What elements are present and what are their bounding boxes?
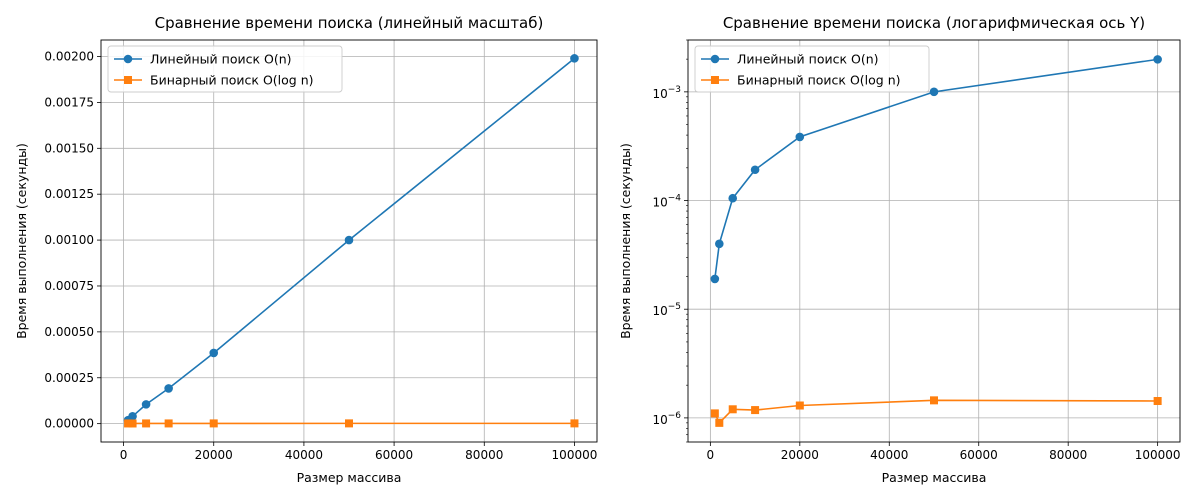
linear-legend: Линейный поиск O(n) Бинарный поиск O(log … <box>107 45 343 93</box>
linear-binary-search-point <box>209 419 218 428</box>
log-linear-search-point <box>715 239 724 249</box>
linear-chart-title: Сравнение времени поиска (линейный масшт… <box>155 14 544 32</box>
linear-y-tick-label: 0.00075 <box>44 279 94 293</box>
log-binary-search-point <box>930 396 938 405</box>
linear-chart: 0 20000 40000 60000 80000 100000 0.00000 0.0002… <box>14 14 598 485</box>
linear-legend-box <box>107 45 343 93</box>
log-y-axis-label: Время выполнения (секунды) <box>618 143 633 339</box>
linear-y-tick-label: 0.00200 <box>44 50 94 64</box>
log-binary-search-point <box>715 418 724 427</box>
log-legend-linear-search-marker <box>710 54 720 64</box>
linear-linear-search-point <box>164 384 173 393</box>
log-linear-search-point <box>1153 55 1162 64</box>
linear-x-axis-label: Размер массива <box>297 470 402 485</box>
log-x-tick-label: 0 <box>707 448 715 462</box>
log-y-tick-label: 10−5 <box>652 302 681 318</box>
log-legend-linear-search-label: Линейный поиск O(n) <box>737 52 879 67</box>
linear-y-tick-label: 0.00100 <box>44 233 94 247</box>
linear-y-tick-label: 0.00150 <box>44 141 94 155</box>
linear-binary-search-point <box>128 419 137 428</box>
log-linear-search-point <box>728 193 738 203</box>
linear-linear-search-point <box>570 54 579 63</box>
log-chart-title: Сравнение времени поиска (логарифмическа… <box>723 14 1145 32</box>
log-legend-box <box>694 45 930 93</box>
linear-y-tick-label: 0.00000 <box>44 417 94 431</box>
log-x-tick-label: 40000 <box>870 448 908 462</box>
linear-x-tick-label: 0 <box>120 448 128 462</box>
log-binary-search-point <box>751 406 760 415</box>
linear-linear-search-point <box>128 412 137 421</box>
linear-binary-search-point <box>345 419 353 428</box>
log-binary-search-point <box>1153 397 1162 406</box>
linear-y-tick-label: 0.00175 <box>44 95 94 109</box>
linear-x-tick-label: 100000 <box>552 448 598 462</box>
log-legend-binary-search-marker <box>711 76 719 84</box>
linear-legend-linear-search-label: Линейный поиск O(n) <box>150 52 292 67</box>
linear-binary-search-point <box>570 419 579 428</box>
linear-y-tick-label: 0.00125 <box>44 187 94 201</box>
linear-legend-binary-search-marker <box>124 76 132 84</box>
log-x-tick-label: 80000 <box>1049 448 1087 462</box>
linear-y-tick-label: 0.00025 <box>44 371 94 385</box>
log-x-axis-label: Размер массива <box>882 470 987 485</box>
log-linear-search-point <box>929 87 939 97</box>
linear-binary-search-point <box>142 419 151 428</box>
log-axes-frame <box>687 39 1181 443</box>
log-chart: 0 20000 40000 60000 80000 100000 10−6 10−5 10−4 1… <box>618 14 1181 485</box>
linear-x-tick-label: 20000 <box>195 448 233 462</box>
linear-linear-search-point <box>141 400 151 409</box>
linear-legend-linear-search-marker <box>123 54 133 64</box>
log-x-tick-label: 60000 <box>960 448 998 462</box>
log-y-tick-label: 10−3 <box>652 85 681 101</box>
log-legend-binary-search-label: Бинарный поиск O(log n) <box>737 73 901 88</box>
linear-binary-search-point <box>164 419 173 428</box>
linear-legend-binary-search-label: Бинарный поиск O(log n) <box>150 73 314 88</box>
linear-axes-frame <box>100 39 598 443</box>
linear-binary-search-point <box>124 419 133 428</box>
linear-y-axis-label: Время выполнения (секунды) <box>14 143 29 339</box>
log-legend: Линейный поиск O(n) Бинарный поиск O(log … <box>694 45 930 93</box>
log-linear-search-point <box>710 274 720 284</box>
linear-x-tick-label: 40000 <box>285 448 323 462</box>
linear-y-tick-label: 0.00050 <box>44 325 94 339</box>
log-x-tick-label: 100000 <box>1135 448 1181 462</box>
log-linear-search-point <box>750 165 760 175</box>
log-binary-search-point <box>728 405 737 414</box>
log-binary-search-point <box>710 409 719 418</box>
linear-x-tick-label: 80000 <box>465 448 503 462</box>
log-y-tick-label: 10−4 <box>652 194 681 210</box>
log-linear-search-point <box>795 132 805 142</box>
linear-x-tick-label: 60000 <box>375 448 413 462</box>
log-plot-area <box>688 40 1180 442</box>
log-x-tick-label: 20000 <box>781 448 819 462</box>
linear-linear-search-point <box>209 348 219 358</box>
log-y-tick-label: 10−6 <box>652 411 681 427</box>
log-binary-search-point <box>795 401 804 410</box>
linear-linear-search-point <box>344 235 354 245</box>
